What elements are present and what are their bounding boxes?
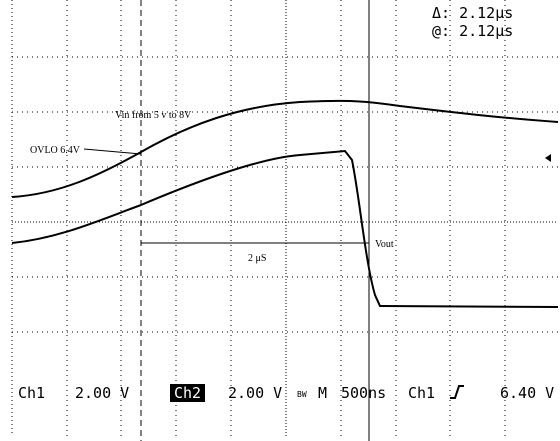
trigger-level: 6.40 V <box>500 384 554 402</box>
trigger-slope <box>450 385 464 399</box>
ch1-scale: 2.00 V <box>75 384 129 402</box>
at-readout: @: 2.12μs <box>432 22 513 40</box>
bw-label: BW <box>297 390 307 399</box>
mode-label: M <box>318 384 327 402</box>
ovlo-leader <box>83 148 142 155</box>
vin-label: Vin from 5 v to 8V <box>115 110 192 121</box>
delta-readout: Δ: 2.12μs <box>432 4 513 22</box>
status-bar: Ch1 2.00 V Ch2 2.00 V BW M 500ns Ch1 6.4… <box>18 384 554 402</box>
trigger-marker <box>545 154 551 162</box>
interval-label: 2 μS <box>248 253 266 264</box>
ch2-scale: 2.00 V <box>228 384 282 402</box>
vout-label: Vout <box>375 239 394 250</box>
trigger-source: Ch1 <box>408 384 435 402</box>
ch1-label: Ch1 <box>18 384 45 402</box>
graticule <box>11 0 558 436</box>
ovlo-label: OVLO 6.4V <box>30 145 81 156</box>
waveform-ch1 <box>11 99 559 198</box>
timebase: 500ns <box>341 384 386 402</box>
ch2-box <box>170 384 205 402</box>
ch2-label: Ch2 <box>174 384 201 402</box>
